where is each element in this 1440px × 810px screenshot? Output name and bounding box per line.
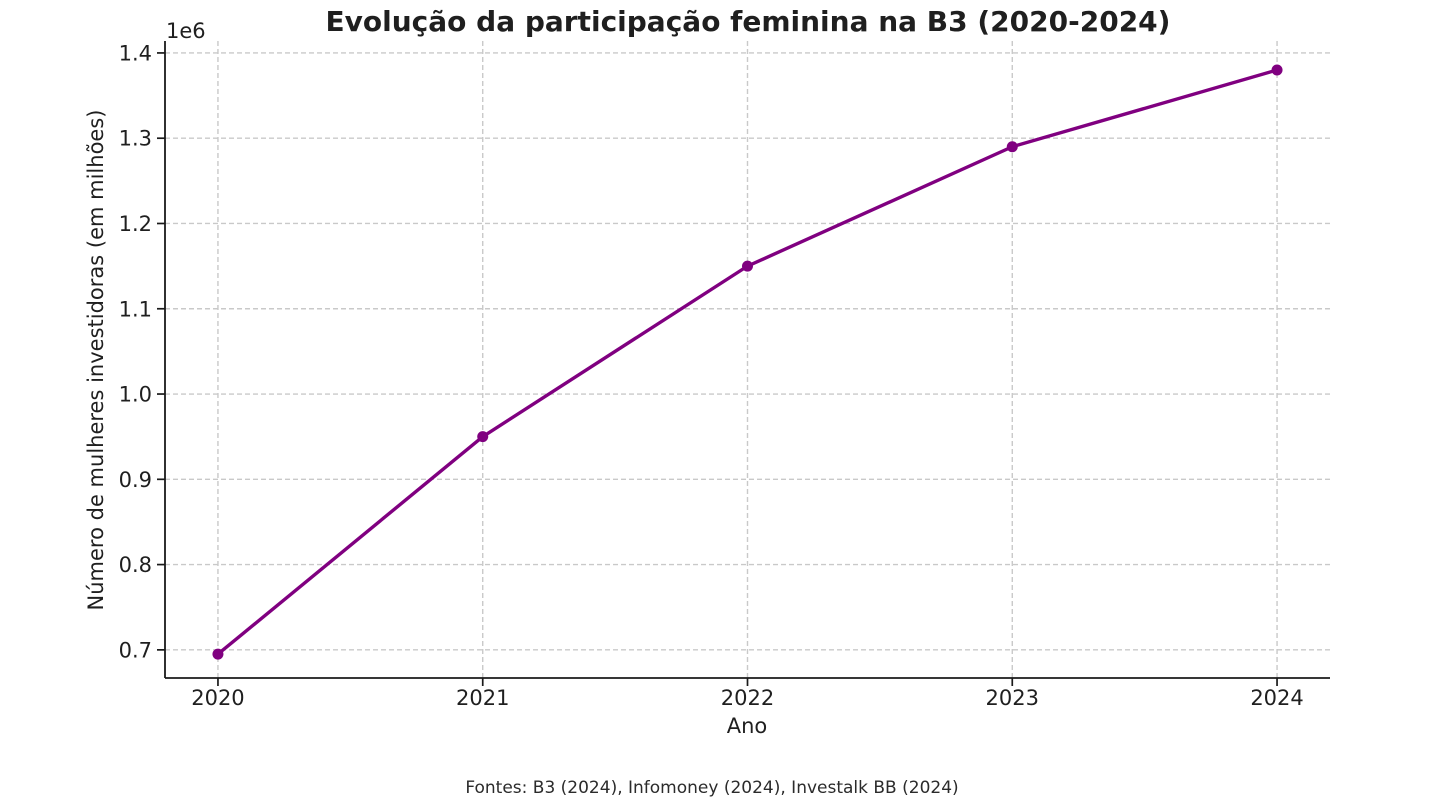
data-point-marker	[477, 431, 489, 443]
x-tick-label: 2021	[456, 686, 509, 710]
y-tick-label: 1.3	[119, 127, 152, 151]
y-axis-offset-text: 1e6	[166, 19, 206, 43]
y-tick-label: 0.7	[119, 638, 152, 662]
x-tick-label: 2024	[1250, 686, 1303, 710]
axis-layer: 0.7 0.8 0.9 1.0 1.1 1.2 1.3 1.4 2020 2021 2022 2023…	[119, 41, 1330, 710]
data-point-marker	[212, 648, 224, 660]
y-tick-label: 1.2	[119, 212, 152, 236]
y-tick-label: 0.9	[119, 468, 152, 492]
series-layer	[212, 64, 1283, 660]
y-tick-label: 1.1	[119, 297, 152, 321]
x-tick-label: 2020	[191, 686, 244, 710]
x-axis-label: Ano	[727, 714, 768, 738]
grid-layer	[165, 41, 1330, 678]
y-axis-label: Número de mulheres investidoras (em milh…	[84, 110, 108, 611]
y-tick-label: 1.4	[119, 41, 152, 65]
y-tick-label: 0.8	[119, 553, 152, 577]
data-point-marker	[1006, 141, 1018, 153]
sources-note: Fontes: B3 (2024), Infomoney (2024), Inv…	[465, 778, 958, 798]
data-point-marker	[1271, 64, 1283, 76]
x-tick-label: 2023	[986, 686, 1039, 710]
y-tick-label: 1.0	[119, 383, 152, 407]
x-tick-label: 2022	[721, 686, 774, 710]
data-point-marker	[742, 260, 753, 272]
chart-title: Evolução da participação feminina na B3 …	[326, 5, 1171, 38]
